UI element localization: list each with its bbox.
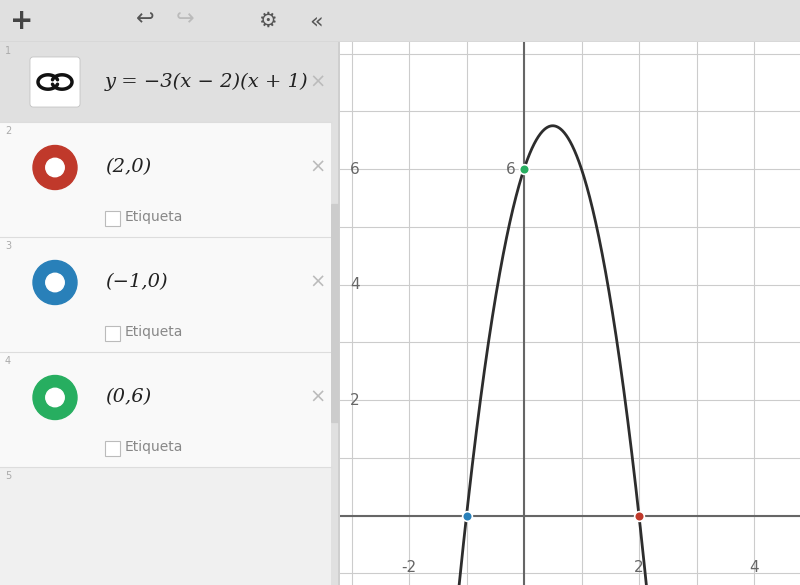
Text: 1: 1 xyxy=(5,46,11,56)
FancyBboxPatch shape xyxy=(0,467,331,585)
Circle shape xyxy=(33,260,77,305)
Text: Etiqueta: Etiqueta xyxy=(125,440,183,454)
FancyBboxPatch shape xyxy=(105,441,119,456)
Text: 5: 5 xyxy=(5,471,11,481)
Text: ×: × xyxy=(310,158,326,177)
Circle shape xyxy=(46,388,64,407)
Text: +: + xyxy=(10,7,34,35)
Text: 2: 2 xyxy=(350,393,360,408)
Text: 4: 4 xyxy=(5,356,11,366)
Text: 6: 6 xyxy=(350,161,360,177)
Text: ↪: ↪ xyxy=(176,9,194,29)
Circle shape xyxy=(46,273,64,292)
FancyBboxPatch shape xyxy=(0,237,331,352)
Text: Etiqueta: Etiqueta xyxy=(125,325,183,339)
Circle shape xyxy=(33,376,77,419)
FancyBboxPatch shape xyxy=(0,122,331,237)
Text: 4: 4 xyxy=(350,277,360,292)
Text: (−1,0): (−1,0) xyxy=(105,274,168,291)
Circle shape xyxy=(46,159,64,177)
Text: «: « xyxy=(309,11,323,31)
Text: -2: -2 xyxy=(402,560,417,574)
Text: ⚙: ⚙ xyxy=(258,11,276,31)
Circle shape xyxy=(33,146,77,190)
FancyBboxPatch shape xyxy=(105,325,119,340)
Text: 4: 4 xyxy=(749,560,759,574)
Text: 6: 6 xyxy=(506,161,515,177)
Text: 2: 2 xyxy=(634,560,644,574)
Text: ×: × xyxy=(310,73,326,91)
FancyBboxPatch shape xyxy=(105,211,119,225)
Text: 2: 2 xyxy=(5,126,11,136)
Text: (2,0): (2,0) xyxy=(105,159,151,177)
Text: (0,6): (0,6) xyxy=(105,388,151,407)
Text: y = −3(x − 2)(x + 1): y = −3(x − 2)(x + 1) xyxy=(105,73,309,91)
Text: Etiqueta: Etiqueta xyxy=(125,210,183,224)
Text: 3: 3 xyxy=(5,241,11,251)
Text: ↩: ↩ xyxy=(136,9,154,29)
FancyBboxPatch shape xyxy=(331,204,339,423)
Text: ×: × xyxy=(310,273,326,292)
Text: ×: × xyxy=(310,388,326,407)
FancyBboxPatch shape xyxy=(30,57,80,107)
FancyBboxPatch shape xyxy=(0,352,331,467)
